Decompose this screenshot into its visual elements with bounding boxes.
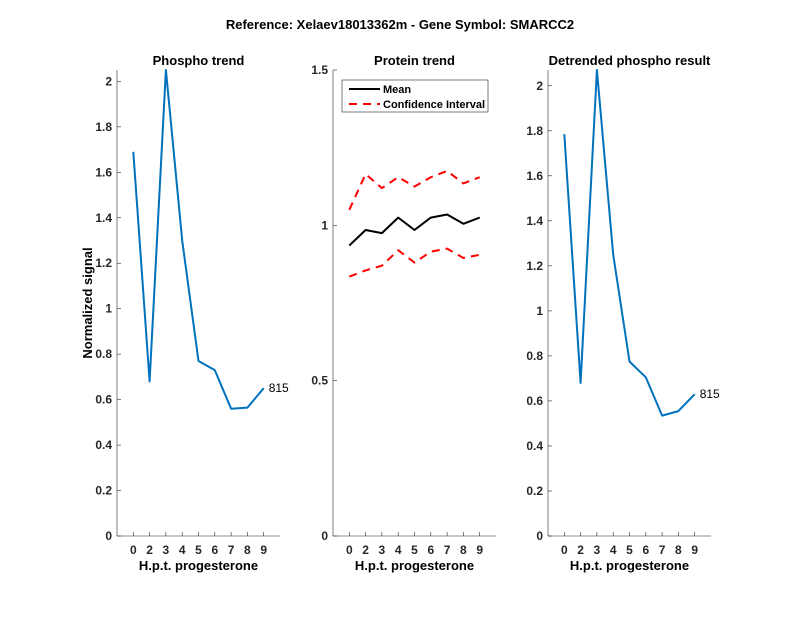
legend: Mean Confidence Interval bbox=[341, 79, 489, 113]
series-annotation: 815 bbox=[269, 381, 289, 395]
x-tick-label: 4 bbox=[395, 543, 402, 557]
series-annotation: 815 bbox=[700, 387, 720, 401]
y-tick-label: 0 bbox=[105, 529, 112, 543]
panel-title: Detrended phospho result bbox=[549, 53, 711, 68]
y-tick-label: 1.4 bbox=[526, 214, 543, 228]
series-line-confidence-interval bbox=[348, 170, 481, 211]
x-tick-label: 3 bbox=[379, 543, 386, 557]
y-tick-label: 0 bbox=[536, 529, 543, 543]
y-tick-label: 0.8 bbox=[526, 349, 543, 363]
panel-1: Phospho trend 0 0.2 0.4 0.6 0.8 1 1.2 1.4 1.6 1.8 2… bbox=[80, 53, 289, 573]
y-tick-label: 0.6 bbox=[95, 393, 112, 407]
x-tick-label: 0 bbox=[346, 543, 353, 557]
x-tick-label: 8 bbox=[675, 543, 682, 557]
x-tick-label: 5 bbox=[411, 543, 418, 557]
x-tick-label: 4 bbox=[610, 543, 617, 557]
x-tick-label: 6 bbox=[642, 543, 649, 557]
y-tick-label: 1.5 bbox=[311, 63, 328, 77]
x-tick-label: 4 bbox=[179, 543, 186, 557]
x-tick-label: 2 bbox=[146, 543, 153, 557]
x-axis-label: H.p.t. progesterone bbox=[139, 558, 258, 573]
legend-box bbox=[341, 79, 489, 113]
x-tick-label: 5 bbox=[626, 543, 633, 557]
x-axis-label: H.p.t. progesterone bbox=[355, 558, 474, 573]
x-tick-label: 9 bbox=[476, 543, 483, 557]
x-tick-label: 3 bbox=[163, 543, 170, 557]
x-tick-label: 9 bbox=[260, 543, 267, 557]
x-tick-label: 5 bbox=[195, 543, 202, 557]
y-tick-label: 2 bbox=[105, 74, 112, 88]
panel-3: Detrended phospho result 0 0.2 0.4 0.6 0.8 1 1.… bbox=[526, 53, 720, 573]
y-tick-label: 2 bbox=[536, 79, 543, 93]
x-tick-label: 6 bbox=[211, 543, 218, 557]
x-tick-label: 6 bbox=[427, 543, 434, 557]
x-tick-label: 0 bbox=[561, 543, 568, 557]
y-tick-label: 0.6 bbox=[526, 394, 543, 408]
y-tick-label: 0.5 bbox=[311, 374, 328, 388]
x-tick-label: 7 bbox=[444, 543, 451, 557]
y-axis-label: Normalized signal bbox=[80, 247, 95, 358]
y-tick-label: 0.4 bbox=[95, 438, 112, 452]
x-axis-label: H.p.t. progesterone bbox=[570, 558, 689, 573]
x-tick-label: 0 bbox=[130, 543, 137, 557]
y-tick-label: 0.8 bbox=[95, 347, 112, 361]
panel-title: Protein trend bbox=[374, 53, 455, 68]
x-tick-label: 9 bbox=[691, 543, 698, 557]
x-tick-label: 2 bbox=[362, 543, 369, 557]
x-tick-label: 2 bbox=[577, 543, 584, 557]
y-tick-label: 1 bbox=[536, 304, 543, 318]
y-tick-label: 0.2 bbox=[526, 484, 543, 498]
figure-title: Reference: Xelaev18013362m - Gene Symbol… bbox=[226, 17, 574, 32]
series-line-confidence-interval-lower bbox=[348, 247, 480, 278]
panel-title: Phospho trend bbox=[153, 53, 245, 68]
series-line-815 bbox=[132, 69, 265, 410]
x-tick-label: 8 bbox=[244, 543, 251, 557]
y-tick-label: 1.4 bbox=[95, 211, 112, 225]
y-tick-label: 1.2 bbox=[95, 256, 112, 270]
y-tick-label: 0 bbox=[321, 529, 328, 543]
y-tick-label: 1.6 bbox=[95, 165, 112, 179]
y-tick-label: 1.8 bbox=[526, 124, 543, 138]
y-tick-label: 1.2 bbox=[526, 259, 543, 273]
x-tick-label: 3 bbox=[594, 543, 601, 557]
legend-label: Confidence Interval bbox=[383, 99, 485, 111]
series-line-815 bbox=[563, 69, 696, 417]
y-tick-label: 0.2 bbox=[95, 484, 112, 498]
y-tick-label: 0.4 bbox=[526, 439, 543, 453]
x-tick-label: 7 bbox=[228, 543, 235, 557]
y-tick-label: 1.8 bbox=[95, 120, 112, 134]
x-tick-label: 8 bbox=[460, 543, 467, 557]
legend-label: Mean bbox=[383, 84, 411, 96]
y-tick-label: 1.6 bbox=[526, 169, 543, 183]
x-tick-label: 7 bbox=[659, 543, 666, 557]
y-tick-label: 1 bbox=[105, 302, 112, 316]
y-tick-label: 1 bbox=[321, 218, 328, 232]
